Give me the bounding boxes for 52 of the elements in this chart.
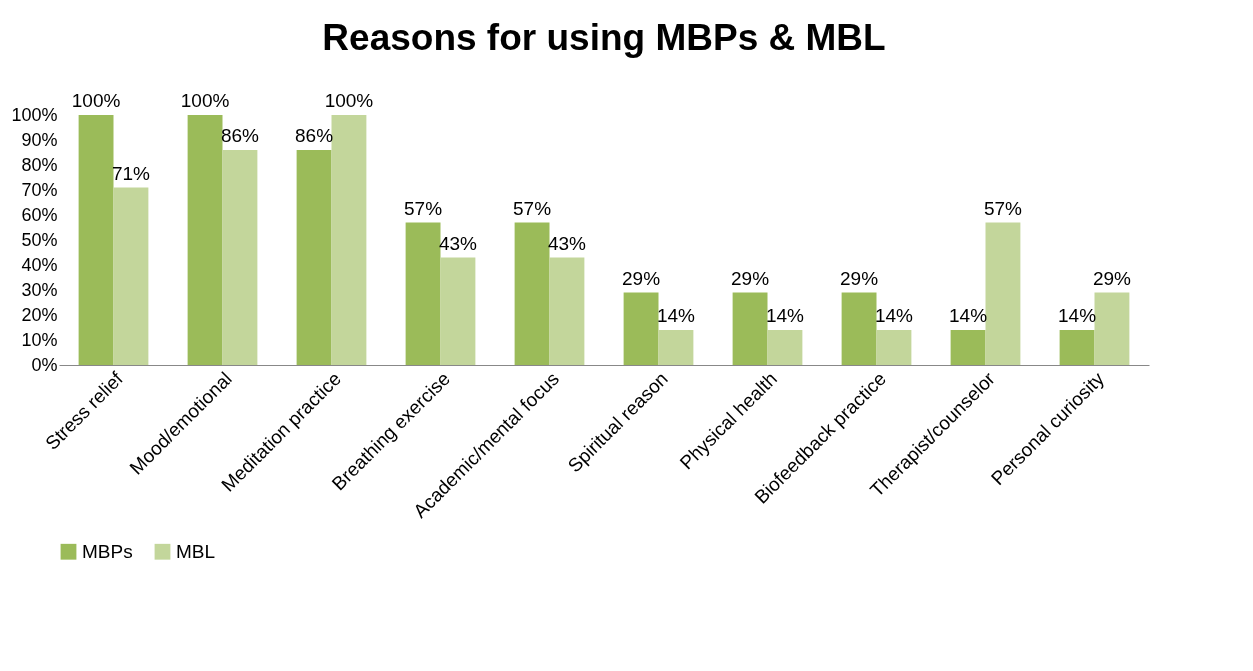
- y-tick-label: 40%: [21, 254, 58, 275]
- data-label: 100%: [71, 90, 121, 111]
- bar: [950, 330, 986, 365]
- bar: [514, 222, 550, 365]
- bar: [1094, 292, 1130, 365]
- bar: [78, 115, 114, 365]
- bar: [623, 292, 659, 365]
- data-label: 57%: [513, 197, 552, 219]
- y-tick-label: 90%: [21, 129, 58, 150]
- legend-label: MBPs: [82, 540, 133, 562]
- bar: [732, 292, 768, 365]
- y-tick-label: 100%: [11, 104, 58, 125]
- bar: [113, 187, 149, 365]
- data-label: 29%: [731, 267, 770, 289]
- data-label: 86%: [295, 125, 334, 146]
- data-label: 14%: [874, 305, 914, 326]
- data-label: 14%: [656, 305, 696, 326]
- bar: [405, 222, 441, 365]
- data-label: 14%: [765, 305, 805, 326]
- bar: [1059, 330, 1095, 365]
- y-tick-label: 80%: [21, 154, 58, 175]
- data-label: 14%: [949, 305, 988, 326]
- data-label: 100%: [324, 90, 374, 111]
- y-tick-label: 20%: [21, 304, 58, 325]
- data-label: 71%: [111, 162, 151, 184]
- data-label: 29%: [622, 267, 661, 289]
- data-label: 14%: [1058, 305, 1097, 326]
- bar: [222, 150, 258, 365]
- chart-title: Reasons for using MBPs & MBL: [322, 17, 886, 58]
- bar: [331, 115, 367, 365]
- y-tick-label: 50%: [21, 229, 58, 250]
- bar: [440, 257, 476, 365]
- y-tick-label: 30%: [21, 279, 58, 300]
- bar: [767, 330, 803, 365]
- bar: [187, 115, 223, 365]
- bar: [841, 292, 877, 365]
- data-label: 29%: [840, 267, 879, 289]
- y-tick-label: 70%: [21, 179, 58, 200]
- bar: [985, 222, 1021, 365]
- bar: [876, 330, 912, 365]
- data-label: 86%: [220, 125, 260, 146]
- data-label: 57%: [404, 197, 443, 219]
- legend-label: MBL: [176, 540, 216, 562]
- data-label: 57%: [983, 197, 1023, 219]
- bar: [549, 257, 585, 365]
- bar: [658, 330, 694, 365]
- data-label: 29%: [1092, 267, 1132, 289]
- data-label: 100%: [180, 90, 230, 111]
- y-tick-label: 10%: [21, 329, 58, 350]
- y-tick-label: 0%: [31, 354, 58, 375]
- y-tick-label: 60%: [21, 204, 58, 225]
- bar: [296, 150, 332, 365]
